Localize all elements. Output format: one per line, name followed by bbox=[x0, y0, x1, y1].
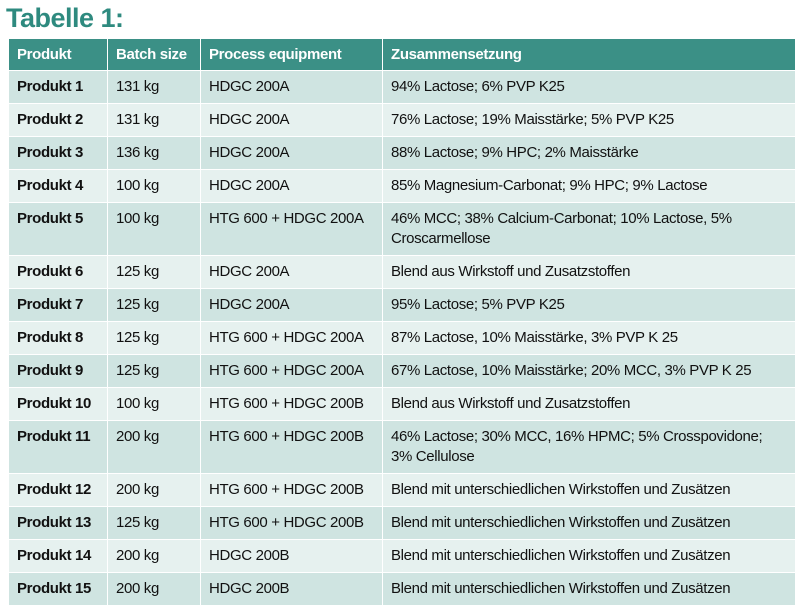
table-cell: 100 kg bbox=[107, 169, 201, 203]
table-row: Produkt 1 131 kg HDGC 200A 94% Lactose; 6% … bbox=[8, 70, 796, 104]
table-cell: HTG 600 + HDGC 200A bbox=[200, 354, 383, 388]
product-cell: Produkt 8 bbox=[8, 321, 108, 355]
table-cell: 67% Lactose, 10% Maisstärke; 20% MCC, 3%… bbox=[382, 354, 796, 388]
product-cell: Produkt 13 bbox=[8, 506, 108, 540]
table-cell: 131 kg bbox=[107, 103, 201, 137]
table-title: Tabelle 1: bbox=[6, 3, 124, 33]
table-cell: 94% Lactose; 6% PVP K25 bbox=[382, 70, 796, 104]
table-cell: HDGC 200B bbox=[200, 539, 383, 573]
table-cell: HDGC 200A bbox=[200, 136, 383, 170]
table-cell: 100 kg bbox=[107, 387, 201, 421]
table-cell: HTG 600 + HDGC 200B bbox=[200, 506, 383, 540]
table-row: Produkt 9 125 kg HTG 600 + HDGC 200A 67% La… bbox=[8, 354, 796, 388]
table-cell: 100 kg bbox=[107, 202, 201, 256]
table-row: Produkt 7 125 kg HDGC 200A 95% Lactose; 5% … bbox=[8, 288, 796, 322]
table-cell: 125 kg bbox=[107, 354, 201, 388]
table-row: Produkt 2 131 kg HDGC 200A 76% Lactose; 19%… bbox=[8, 103, 796, 137]
table-cell: 85% Magnesium-Carbonat; 9% HPC; 9% Lacto… bbox=[382, 169, 796, 203]
table-cell: 88% Lactose; 9% HPC; 2% Maisstärke bbox=[382, 136, 796, 170]
product-cell: Produkt 5 bbox=[8, 202, 108, 256]
table-body: Produkt 1 131 kg HDGC 200A 94% Lactose; 6% … bbox=[8, 70, 796, 606]
product-cell: Produkt 7 bbox=[8, 288, 108, 322]
table-cell: 125 kg bbox=[107, 255, 201, 289]
table-cell: 125 kg bbox=[107, 506, 201, 540]
table-cell: HDGC 200A bbox=[200, 255, 383, 289]
table-cell: Blend mit unterschiedlichen Wirkstoffen … bbox=[382, 473, 796, 507]
table-cell: 131 kg bbox=[107, 70, 201, 104]
table-row: Produkt 14 200 kg HDGC 200B Blend mit unter… bbox=[8, 539, 796, 573]
table-cell: 200 kg bbox=[107, 420, 201, 474]
table-row: Produkt 3 136 kg HDGC 200A 88% Lactose; 9% … bbox=[8, 136, 796, 170]
data-table: Produkt Batch size Process equipment Zusamm… bbox=[8, 38, 796, 606]
table-row: Produkt 6 125 kg HDGC 200A Blend aus Wirkst… bbox=[8, 255, 796, 289]
table-cell: 136 kg bbox=[107, 136, 201, 170]
table-cell: 46% MCC; 38% Calcium-Carbonat; 10% Lacto… bbox=[382, 202, 796, 256]
product-cell: Produkt 4 bbox=[8, 169, 108, 203]
product-cell: Produkt 14 bbox=[8, 539, 108, 573]
table-row: Produkt 4 100 kg HDGC 200A 85% Magnesium-Ca… bbox=[8, 169, 796, 203]
table-row: Produkt 5 100 kg HTG 600 + HDGC 200A 46% MC… bbox=[8, 202, 796, 256]
product-cell: Produkt 10 bbox=[8, 387, 108, 421]
table-cell: 200 kg bbox=[107, 539, 201, 573]
product-cell: Produkt 9 bbox=[8, 354, 108, 388]
product-cell: Produkt 1 bbox=[8, 70, 108, 104]
table-row: Produkt 10 100 kg HTG 600 + HDGC 200B Blend… bbox=[8, 387, 796, 421]
table-cell: HDGC 200A bbox=[200, 103, 383, 137]
table-cell: HTG 600 + HDGC 200B bbox=[200, 420, 383, 474]
table-cell: HTG 600 + HDGC 200A bbox=[200, 202, 383, 256]
table-cell: 95% Lactose; 5% PVP K25 bbox=[382, 288, 796, 322]
table-cell: 76% Lactose; 19% Maisstärke; 5% PVP K25 bbox=[382, 103, 796, 137]
column-header: Produkt bbox=[8, 38, 108, 71]
column-header: Zusammensetzung bbox=[382, 38, 796, 71]
table-cell: 200 kg bbox=[107, 572, 201, 606]
column-header: Batch size bbox=[107, 38, 201, 71]
table-cell: 46% Lactose; 30% MCC, 16% HPMC; 5% Cross… bbox=[382, 420, 796, 474]
table-cell: HDGC 200B bbox=[200, 572, 383, 606]
table-cell: Blend aus Wirkstoff und Zusatzstoffen bbox=[382, 387, 796, 421]
product-cell: Produkt 2 bbox=[8, 103, 108, 137]
table-cell: HDGC 200A bbox=[200, 169, 383, 203]
table-row: Produkt 8 125 kg HTG 600 + HDGC 200A 87% La… bbox=[8, 321, 796, 355]
page: Tabelle 1: Produkt Batch size Process equi… bbox=[6, 3, 796, 606]
table-cell: Blend mit unterschiedlichen Wirkstoffen … bbox=[382, 539, 796, 573]
table-cell: Blend mit unterschiedlichen Wirkstoffen … bbox=[382, 572, 796, 606]
table-cell: HTG 600 + HDGC 200A bbox=[200, 321, 383, 355]
product-cell: Produkt 3 bbox=[8, 136, 108, 170]
table-row: Produkt 13 125 kg HTG 600 + HDGC 200B Blend… bbox=[8, 506, 796, 540]
product-cell: Produkt 15 bbox=[8, 572, 108, 606]
table-cell: HTG 600 + HDGC 200B bbox=[200, 473, 383, 507]
table-cell: 125 kg bbox=[107, 321, 201, 355]
table-row: Produkt 12 200 kg HTG 600 + HDGC 200B Blend… bbox=[8, 473, 796, 507]
product-cell: Produkt 12 bbox=[8, 473, 108, 507]
table-row: Produkt 15 200 kg HDGC 200B Blend mit unter… bbox=[8, 572, 796, 606]
product-cell: Produkt 11 bbox=[8, 420, 108, 474]
product-cell: Produkt 6 bbox=[8, 255, 108, 289]
table-cell: 125 kg bbox=[107, 288, 201, 322]
column-header: Process equipment bbox=[200, 38, 383, 71]
table-cell: HDGC 200A bbox=[200, 70, 383, 104]
table-cell: 87% Lactose, 10% Maisstärke, 3% PVP K 25 bbox=[382, 321, 796, 355]
table-row: Produkt 11 200 kg HTG 600 + HDGC 200B 46% L… bbox=[8, 420, 796, 474]
table-cell: Blend mit unterschiedlichen Wirkstoffen … bbox=[382, 506, 796, 540]
table-cell: Blend aus Wirkstoff und Zusatzstoffen bbox=[382, 255, 796, 289]
table-cell: 200 kg bbox=[107, 473, 201, 507]
table-cell: HDGC 200A bbox=[200, 288, 383, 322]
header-row: Produkt Batch size Process equipment Zusamm… bbox=[8, 38, 796, 71]
table-cell: HTG 600 + HDGC 200B bbox=[200, 387, 383, 421]
